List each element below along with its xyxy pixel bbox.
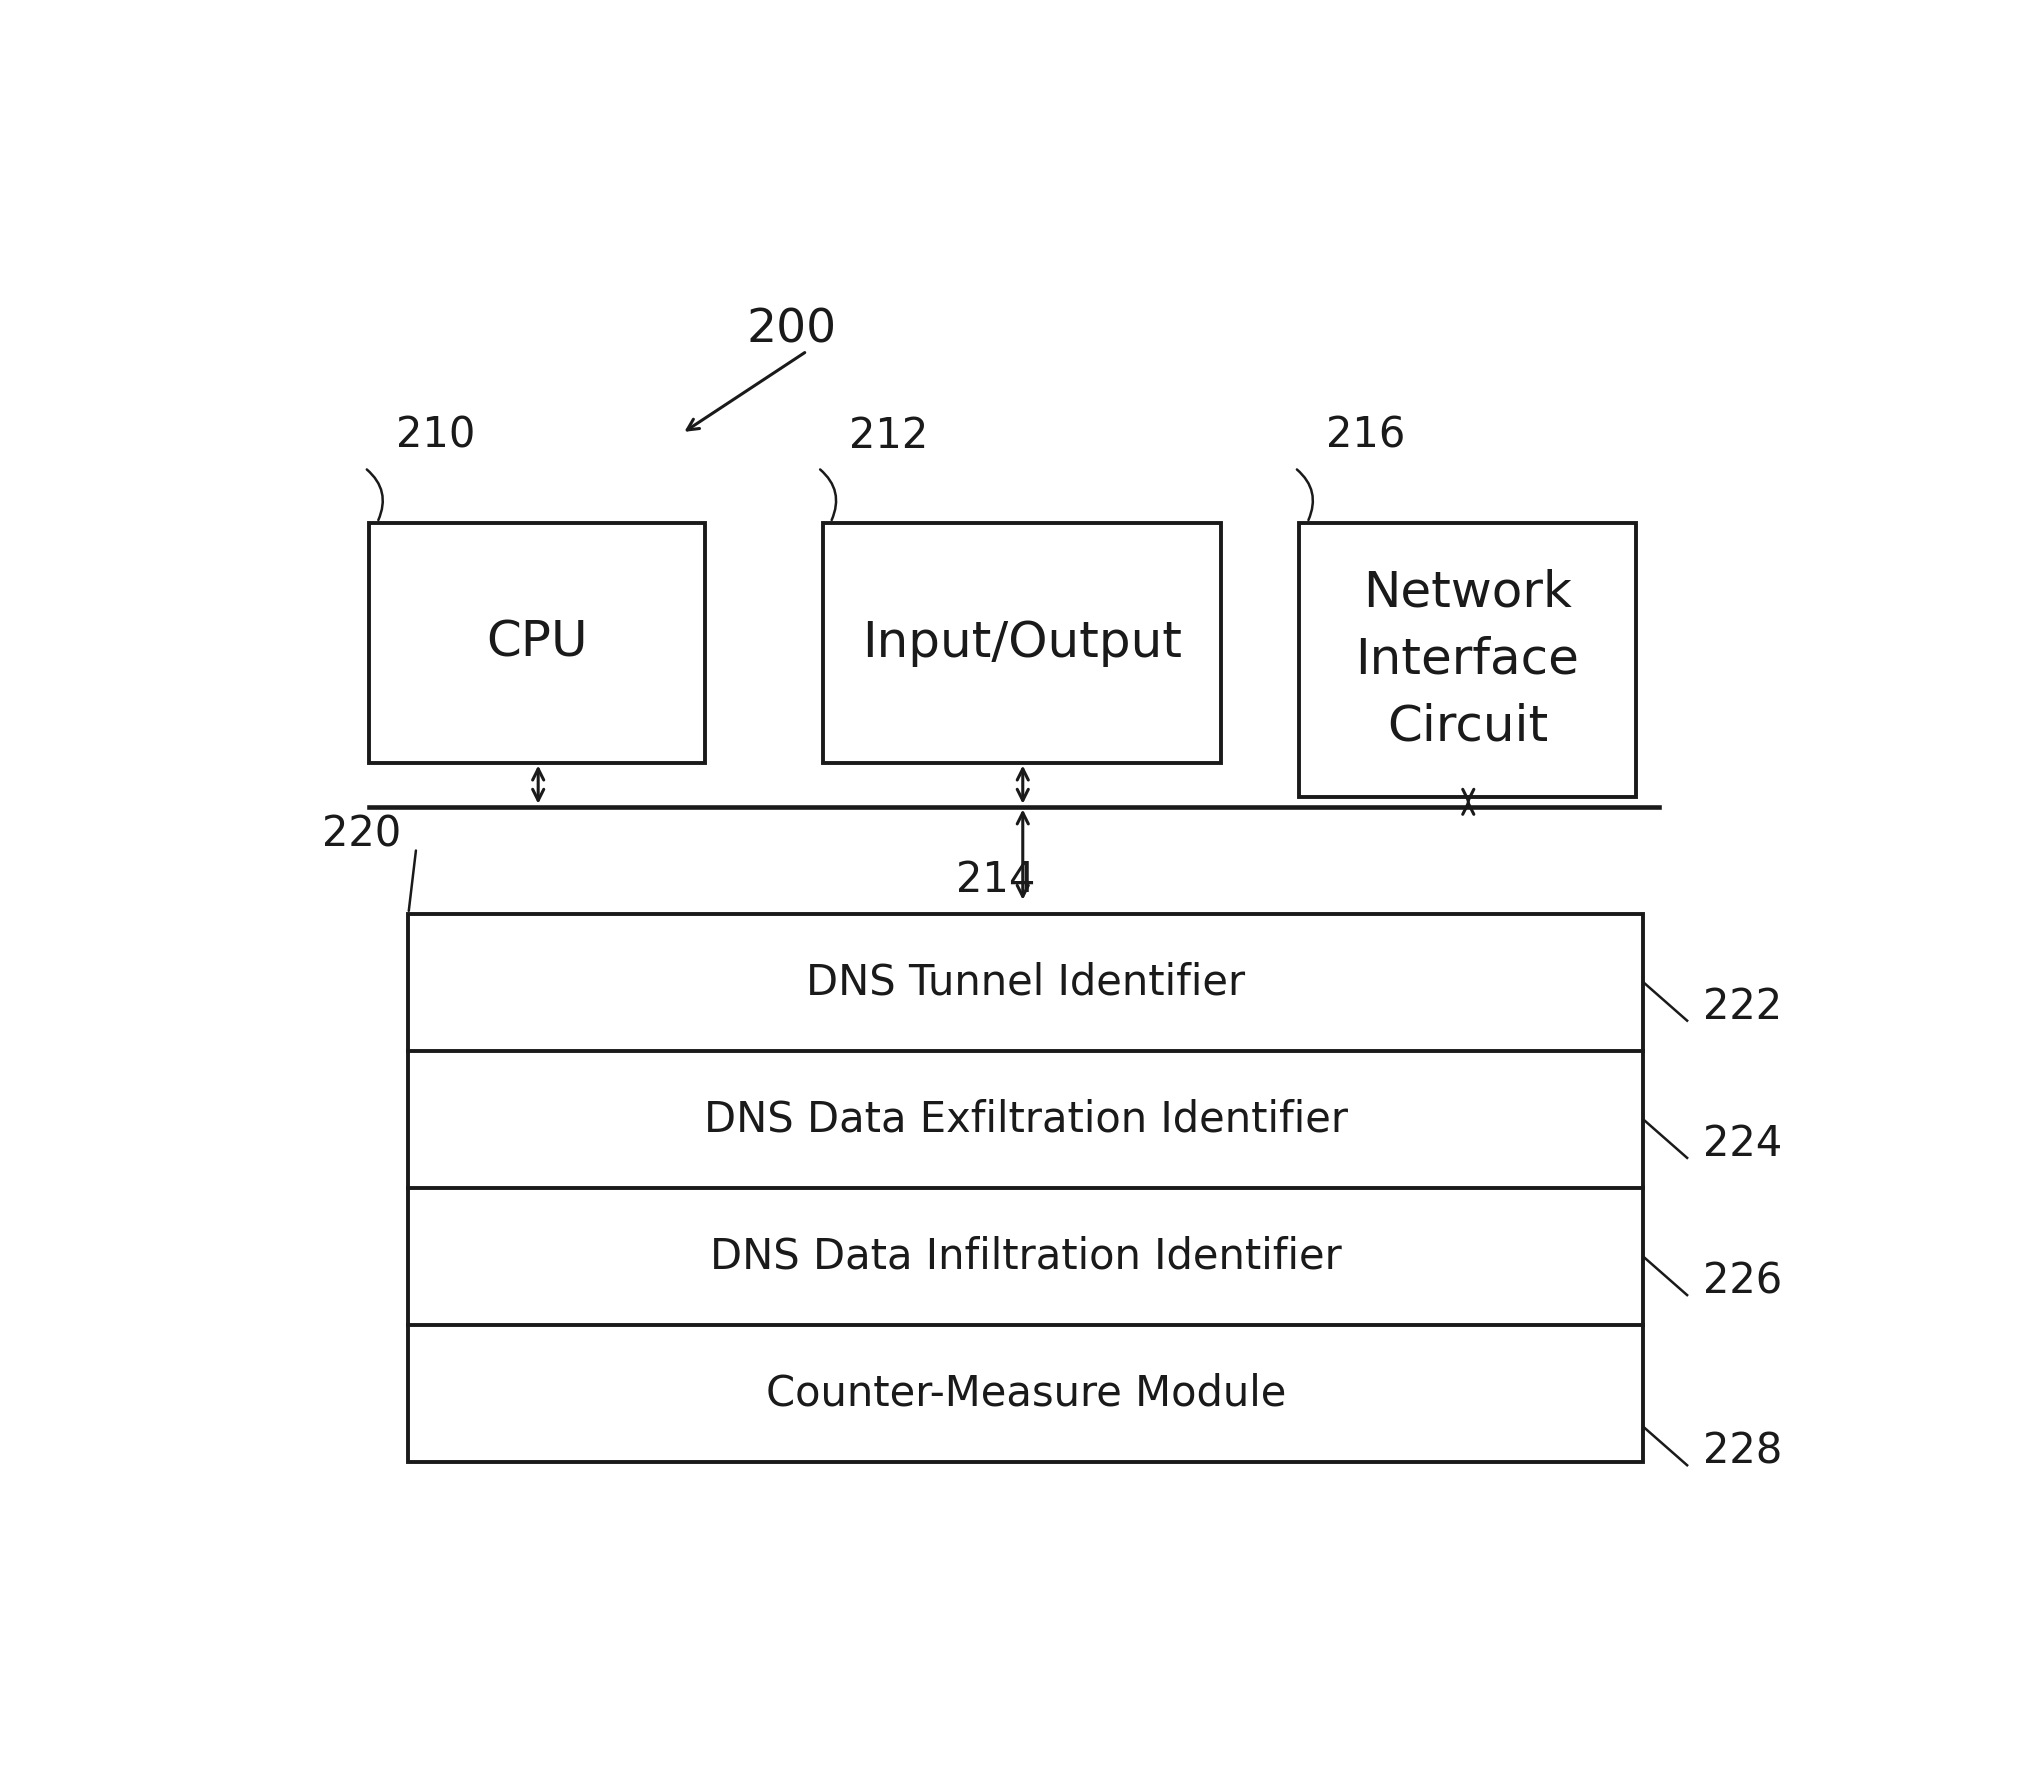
Text: 220: 220 <box>323 813 401 855</box>
Text: DNS Tunnel Identifier: DNS Tunnel Identifier <box>807 960 1244 1003</box>
Text: 226: 226 <box>1702 1260 1781 1303</box>
Bar <box>369 522 706 763</box>
Text: 224: 224 <box>1702 1123 1781 1165</box>
Text: 222: 222 <box>1702 985 1781 1028</box>
Text: CPU: CPU <box>486 618 589 666</box>
Text: DNS Data Infiltration Identifier: DNS Data Infiltration Identifier <box>710 1235 1341 1278</box>
Text: 210: 210 <box>395 415 476 456</box>
Bar <box>823 522 1222 763</box>
Bar <box>1299 522 1636 797</box>
Text: 228: 228 <box>1702 1431 1783 1472</box>
Text: Network
Interface
Circuit: Network Interface Circuit <box>1355 568 1579 750</box>
Text: Input/Output: Input/Output <box>861 618 1182 666</box>
Text: 212: 212 <box>849 415 928 456</box>
Text: 216: 216 <box>1325 415 1406 456</box>
Text: 200: 200 <box>746 308 837 353</box>
Bar <box>407 914 1644 1463</box>
Text: 214: 214 <box>956 859 1035 900</box>
Text: Counter-Measure Module: Counter-Measure Module <box>766 1372 1287 1415</box>
Text: DNS Data Exfiltration Identifier: DNS Data Exfiltration Identifier <box>704 1098 1347 1140</box>
